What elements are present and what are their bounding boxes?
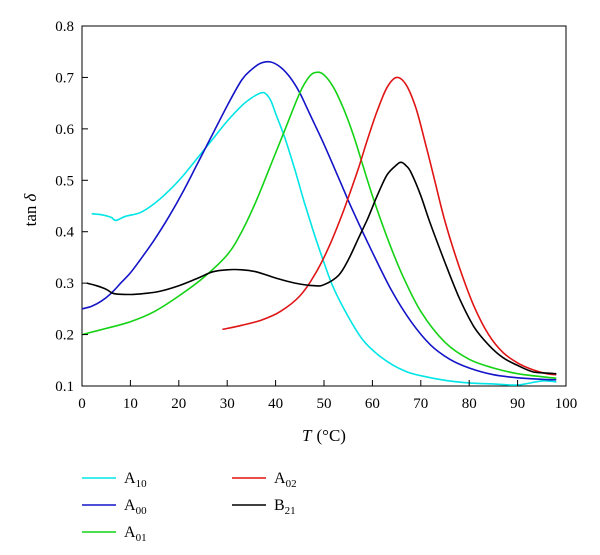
y-tick-label: 0.1	[55, 379, 74, 395]
y-tick-label: 0.5	[55, 173, 74, 189]
x-axis-var: T	[302, 426, 313, 445]
legend-item-a10: A10	[82, 470, 147, 490]
x-tick-label: 60	[365, 396, 380, 412]
legend: A10 A00 A01 A02 B21	[82, 470, 297, 544]
x-tick-label: 50	[317, 396, 332, 412]
x-axis-unit: (°C)	[317, 426, 346, 445]
series-line-a00	[81, 60, 557, 381]
y-tick-label: 0.3	[55, 276, 74, 292]
x-tick-label: 70	[413, 396, 428, 412]
series-line-b21	[86, 161, 557, 375]
x-tick-label: 100	[555, 396, 578, 412]
y-tick-label: 0.7	[55, 70, 74, 86]
x-tick-label: 20	[171, 396, 186, 412]
series-line-a02	[222, 76, 557, 376]
x-tick-label: 10	[123, 396, 138, 412]
legend-label: A01	[124, 524, 147, 544]
y-axis-var: δ	[21, 193, 40, 202]
legend-item-a02: A02	[232, 470, 297, 490]
y-tick-label: 0.6	[55, 122, 74, 138]
x-axis-ticks: 0 10 20 30 40 50 60 70 80 90 100	[78, 380, 577, 412]
plot-frame	[81, 25, 567, 387]
legend-label: A02	[274, 470, 297, 490]
y-tick-label: 0.2	[55, 328, 74, 344]
legend-item-b21: B21	[232, 497, 296, 517]
y-tick-label: 0.8	[55, 19, 74, 35]
legend-label: A10	[124, 470, 147, 490]
x-tick-label: 80	[462, 396, 477, 412]
y-axis-title: tan δ	[21, 193, 40, 227]
x-axis-title: T (°C)	[302, 426, 346, 445]
x-tick-label: 40	[268, 396, 283, 412]
y-axis-ticks: 0.1 0.2 0.3 0.4 0.5 0.6 0.7 0.8	[55, 19, 88, 395]
x-tick-label: 0	[78, 396, 86, 412]
legend-label: B21	[274, 497, 296, 517]
series-lines	[81, 60, 557, 386]
y-axis-prefix: tan	[21, 205, 40, 226]
legend-item-a01: A01	[82, 524, 147, 544]
x-tick-label: 90	[510, 396, 525, 412]
plot-area	[81, 25, 567, 387]
legend-item-a00: A00	[82, 497, 147, 517]
x-tick-label: 30	[220, 396, 235, 412]
series-line-a01	[81, 71, 557, 380]
series-line-a10	[91, 91, 557, 386]
legend-label: A00	[124, 497, 147, 517]
y-tick-label: 0.4	[55, 225, 74, 241]
